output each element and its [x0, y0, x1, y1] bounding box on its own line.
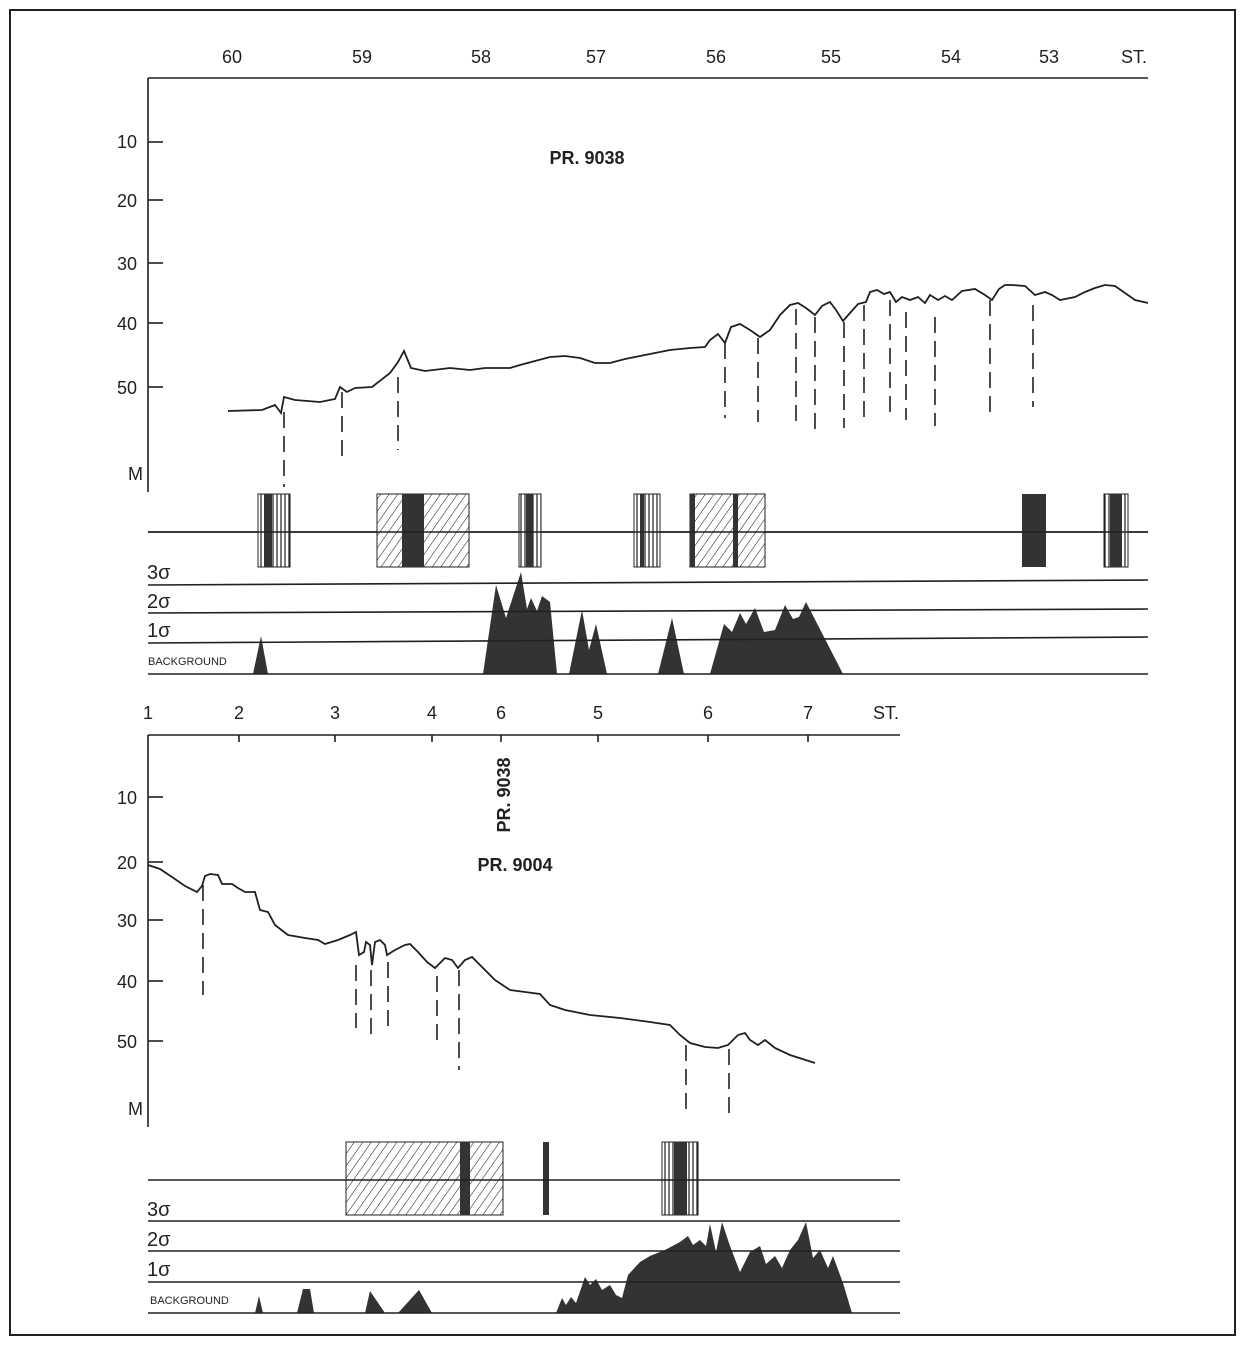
station-label: 3 [330, 703, 340, 723]
bottom-station-ticks [238, 735, 809, 742]
sigma-label: 1σ [147, 1259, 171, 1281]
sigma-lines-top [147, 579, 1149, 675]
interpretation-bar-top [148, 493, 1148, 568]
depth-label: 30 [117, 911, 137, 931]
depth-label: 20 [117, 853, 137, 873]
station-unit-label: ST. [873, 703, 899, 723]
depth-unit-label: M [128, 464, 143, 484]
fault-lines-bottom [202, 885, 730, 1115]
background-label: BACKGROUND [148, 656, 227, 668]
sigma-label: 3σ [147, 1199, 171, 1221]
station-label: 5 [593, 703, 603, 723]
top-depth-ticks [148, 141, 163, 388]
station-label: 57 [586, 47, 606, 67]
station-label: 1 [143, 703, 153, 723]
station-label: 2 [234, 703, 244, 723]
station-label: 58 [471, 47, 491, 67]
station-label: 59 [352, 47, 372, 67]
station-label: 55 [821, 47, 841, 67]
sigma-peaks-bottom [255, 1222, 852, 1313]
sigma-label: 1σ [147, 620, 171, 642]
depth-label: 20 [117, 191, 137, 211]
station-label: 6 [496, 703, 506, 723]
station-label: 60 [222, 47, 242, 67]
sigma-peaks-top [253, 572, 843, 674]
depth-label: 40 [117, 314, 137, 334]
depth-label: 40 [117, 972, 137, 992]
background-label: BACKGROUND [150, 1295, 229, 1307]
sigma-label: 2σ [147, 1229, 171, 1251]
seabed-profile-line [227, 284, 1149, 416]
section-pr9004: 1 2 3 4 6 5 6 7 ST. 10 20 30 40 50 M [117, 703, 900, 1314]
sigma-label: 2σ [147, 591, 171, 613]
seabed-profile-line [147, 864, 816, 1064]
sigma-lines-bottom [148, 1220, 900, 1314]
figure-frame [9, 9, 1236, 1336]
depth-label: 50 [117, 378, 137, 398]
section-pr9038: 60 59 58 57 56 55 54 53 ST. 10 20 30 40 … [117, 47, 1149, 675]
sigma-label: 3σ [147, 562, 171, 584]
depth-unit-label: M [128, 1099, 143, 1119]
station-label: 7 [803, 703, 813, 723]
station-label: 6 [703, 703, 713, 723]
fault-lines-top [283, 300, 1034, 487]
station-label: 4 [427, 703, 437, 723]
depth-label: 10 [117, 788, 137, 808]
profile-title: PR. 9038 [549, 148, 624, 168]
depth-label: 50 [117, 1032, 137, 1052]
profile-title: PR. 9004 [477, 855, 552, 875]
bottom-depth-ticks [148, 796, 163, 1042]
crossing-profile-label: PR. 9038 [494, 757, 514, 832]
station-unit-label: ST. [1121, 47, 1147, 67]
station-label: 56 [706, 47, 726, 67]
interpretation-bar-bottom [148, 1141, 900, 1216]
depth-label: 10 [117, 132, 137, 152]
depth-label: 30 [117, 254, 137, 274]
station-label: 53 [1039, 47, 1059, 67]
station-label: 54 [941, 47, 961, 67]
